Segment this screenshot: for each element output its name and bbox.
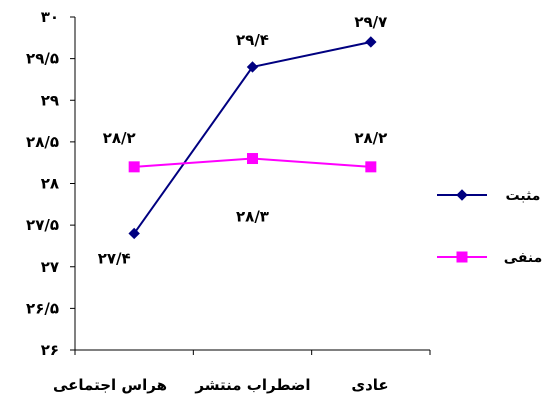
x-category-label: عادی xyxy=(351,376,388,394)
y-tick-label: ۲۸ xyxy=(41,175,59,193)
chart-legend: مثبت منفی xyxy=(437,188,542,266)
series-point-square xyxy=(128,161,140,173)
y-tick-label: ۲۹/۵ xyxy=(26,50,59,68)
data-label: ۲۷/۴ xyxy=(98,249,131,267)
series-point-diamond xyxy=(365,36,377,48)
chart-data-labels: ۲۷/۴ ۲۹/۴ ۲۹/۷ ۲۸/۲ ۲۸/۳ ۲۸/۲ xyxy=(98,13,388,267)
series-point-diamond xyxy=(128,227,140,240)
data-label: ۲۸/۲ xyxy=(103,129,136,147)
data-label: ۲۸/۲ xyxy=(354,129,387,147)
series-point-square xyxy=(365,161,377,173)
series-point-diamond xyxy=(246,61,259,73)
data-label: ۲۹/۴ xyxy=(236,31,269,49)
legend-label: منفی xyxy=(504,250,543,266)
chart-series xyxy=(128,36,377,240)
chart-axes: ۲۶ ۲۶/۵ ۲۷ ۲۷/۵ ۲۸ ۲۸/۵ ۲۹ ۲۹/۵ ۳۰ هراس اجتماعی اض… xyxy=(26,8,431,394)
y-tick-label: ۲۶/۵ xyxy=(26,299,59,317)
x-category-label: اضطراب منتشر xyxy=(194,376,310,394)
data-label: ۲۸/۳ xyxy=(236,208,269,226)
y-tick-label: ۲۹ xyxy=(41,91,59,109)
x-category-label: هراس اجتماعی xyxy=(53,376,167,394)
legend-label: مثبت xyxy=(506,188,541,204)
legend-marker-square xyxy=(456,251,468,263)
series-point-square xyxy=(247,153,258,165)
y-tick-label: ۲۸/۵ xyxy=(26,133,59,151)
y-tick-label: ۲۷/۵ xyxy=(26,216,59,234)
y-tick-label: ۲۶ xyxy=(41,341,59,359)
y-tick-label: ۲۷ xyxy=(41,258,59,276)
y-tick-label: ۳۰ xyxy=(41,8,59,26)
legend-marker-diamond xyxy=(456,189,468,201)
data-label: ۲۹/۷ xyxy=(354,13,387,31)
